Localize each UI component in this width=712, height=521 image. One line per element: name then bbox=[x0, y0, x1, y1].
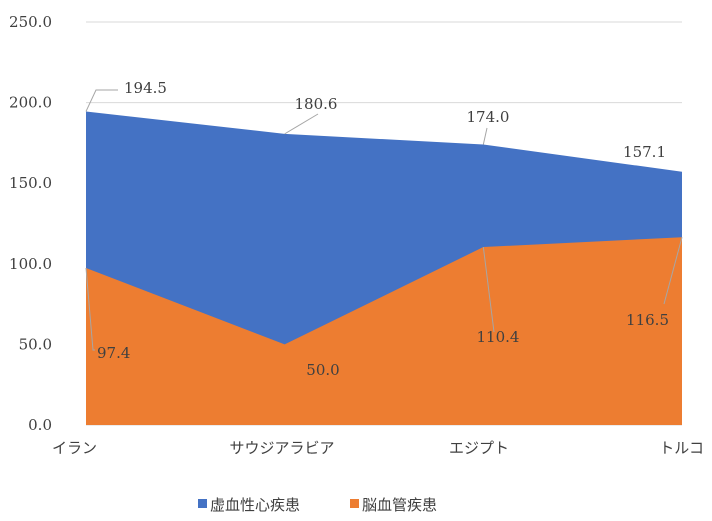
data-label-series-1-2: 110.4 bbox=[477, 328, 520, 346]
data-label-series-0-3: 157.1 bbox=[623, 143, 666, 161]
data-labels: 194.5 180.6 174.0 157.1 97.4 50.0 110.4 116.5 bbox=[97, 79, 669, 379]
x-category-label-0: イラン bbox=[52, 439, 97, 457]
data-label-series-1-1: 50.0 bbox=[306, 361, 339, 379]
legend-swatch-series-0 bbox=[198, 499, 207, 508]
area-series-1 bbox=[86, 237, 682, 425]
label-leader-lines bbox=[85, 89, 683, 351]
leader-series-1-2 bbox=[482, 246, 495, 333]
y-tick-label-4: 200.0 bbox=[9, 94, 52, 112]
leader-series-0-2 bbox=[482, 127, 488, 145]
legend-label-series-0: 虚血性心疾患 bbox=[210, 496, 300, 514]
leader-series-1-3 bbox=[663, 237, 683, 305]
data-label-series-1-3: 116.5 bbox=[626, 311, 669, 329]
legend-swatch-series-1 bbox=[350, 499, 359, 508]
x-axis-categories: イラン サウジアラビア エジプト トルコ bbox=[52, 439, 704, 457]
x-category-label-3: トルコ bbox=[659, 439, 704, 457]
leader-series-0-0 bbox=[85, 89, 118, 112]
legend: 虚血性心疾患 脳血管疾患 bbox=[198, 496, 437, 514]
y-axis-ticks: 0.0 50.0 100.0 150.0 200.0 250.0 bbox=[9, 13, 52, 434]
y-tick-label-5: 250.0 bbox=[9, 13, 52, 31]
data-label-series-0-0: 194.5 bbox=[124, 79, 167, 97]
leader-series-0-1 bbox=[284, 113, 319, 135]
legend-label-series-1: 脳血管疾患 bbox=[362, 496, 437, 514]
x-category-label-2: エジプト bbox=[449, 439, 509, 457]
data-label-series-1-0: 97.4 bbox=[97, 344, 130, 362]
data-label-series-0-1: 180.6 bbox=[295, 95, 338, 113]
y-tick-label-0: 0.0 bbox=[28, 416, 52, 434]
leader-series-1-0 bbox=[85, 267, 95, 351]
y-tick-label-3: 150.0 bbox=[9, 174, 52, 192]
data-label-series-0-2: 174.0 bbox=[467, 108, 510, 126]
y-tick-label-2: 100.0 bbox=[9, 255, 52, 273]
y-tick-label-1: 50.0 bbox=[19, 335, 52, 353]
x-category-label-1: サウジアラビア bbox=[229, 439, 334, 457]
plot-areas bbox=[86, 111, 682, 425]
